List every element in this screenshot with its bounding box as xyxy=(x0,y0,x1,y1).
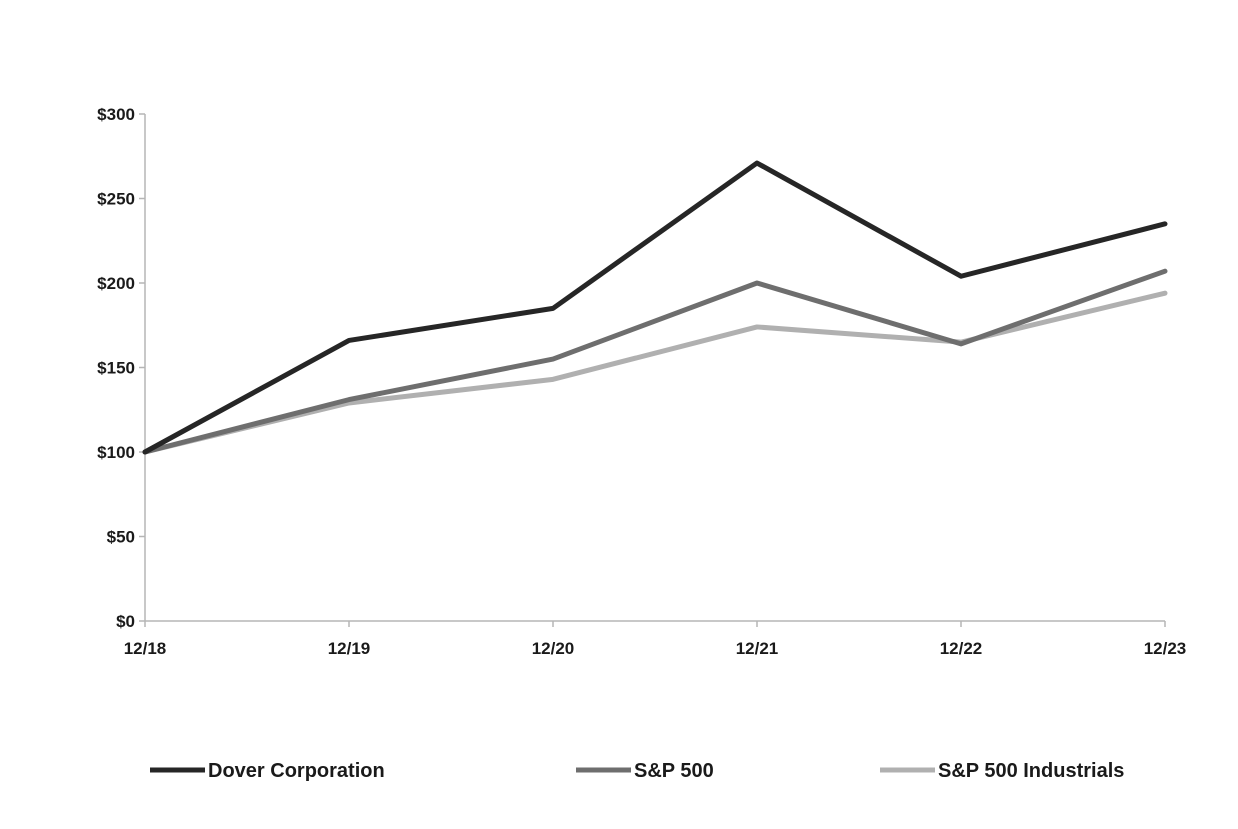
x-tick-label: 12/19 xyxy=(328,639,371,658)
y-tick-label: $150 xyxy=(97,359,135,378)
legend-label: Dover Corporation xyxy=(208,760,385,782)
legend-label: S&P 500 xyxy=(634,760,714,782)
legend: Dover Corporation S&P 500 S&P 500 Industri… xyxy=(150,760,1124,782)
x-tick-label: 12/23 xyxy=(1144,639,1187,658)
series-line xyxy=(142,268,1168,455)
x-tick-label: 12/21 xyxy=(736,639,779,658)
y-tick-label: $200 xyxy=(97,274,135,293)
y-tick-label: $100 xyxy=(97,443,135,462)
x-tick-label: 12/18 xyxy=(124,639,167,658)
x-tick-label: 12/22 xyxy=(940,639,983,658)
y-tick-label: $50 xyxy=(107,528,135,547)
series-line xyxy=(142,290,1168,455)
axes: $0 $50 $100 $150 $200 $250 $300 12/18 12/19 12/20… xyxy=(97,105,1186,658)
y-tick-label: $0 xyxy=(116,612,135,631)
x-tick-label: 12/20 xyxy=(532,639,575,658)
legend-label: S&P 500 Industrials xyxy=(938,760,1124,782)
series-lines xyxy=(142,160,1168,455)
y-tick-label: $250 xyxy=(97,190,135,209)
y-tick-label: $300 xyxy=(97,105,135,124)
series-line xyxy=(142,160,1168,455)
